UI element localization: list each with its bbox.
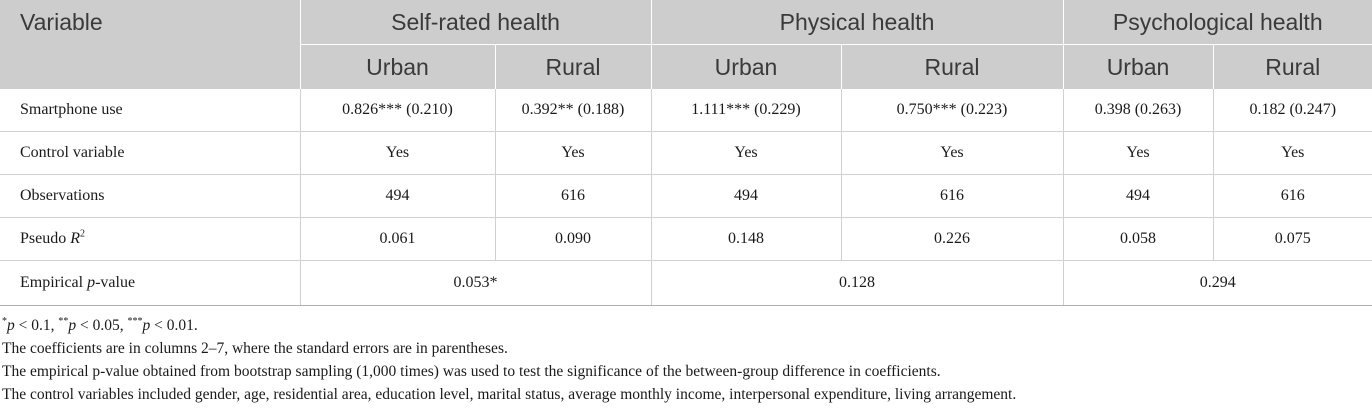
- row-label: Pseudo R2: [0, 217, 301, 261]
- table-cell: 494: [1063, 174, 1214, 218]
- table-row-pseudo-r2: Pseudo R2 0.061 0.090 0.148 0.226 0.058 …: [0, 217, 1372, 261]
- header-psychological-health: Psychological health: [1063, 0, 1372, 45]
- table-cell: 0.392** (0.188): [495, 89, 652, 132]
- table-cell: 0.058: [1063, 217, 1214, 261]
- table-cell: 0.090: [495, 217, 652, 261]
- table-cell: 0.061: [300, 217, 496, 261]
- header-sub-urban: Urban: [651, 44, 842, 89]
- table-cell: 0.398 (0.263): [1063, 89, 1214, 132]
- row-label: Observations: [0, 174, 301, 218]
- bootstrap-note: The empirical p-value obtained from boot…: [2, 363, 941, 380]
- row-label: Control variable: [0, 131, 301, 175]
- table-cell: 0.182 (0.247): [1213, 89, 1372, 132]
- table-cell: Yes: [495, 131, 652, 175]
- table-cell: 1.111*** (0.229): [651, 89, 842, 132]
- significance-note: *p < 0.1, **p < 0.05, ***p < 0.01.: [2, 315, 198, 334]
- table-cell: 0.053*: [300, 260, 652, 306]
- table-cell: 0.128: [651, 260, 1064, 306]
- table-cell: Yes: [841, 131, 1064, 175]
- table-row-empirical-p-value: Empirical p-value 0.053* 0.128 0.294: [0, 260, 1372, 306]
- header-sub-urban: Urban: [1063, 44, 1214, 89]
- table-row-control-variable: Control variable Yes Yes Yes Yes Yes Yes: [0, 131, 1372, 175]
- row-label: Smartphone use: [0, 89, 301, 132]
- header-variable: Variable: [0, 0, 301, 89]
- table-cell: 616: [841, 174, 1064, 218]
- table-cell: 616: [1213, 174, 1372, 218]
- header-self-rated-health: Self-rated health: [300, 0, 652, 45]
- control-variables-note: The control variables included gender, a…: [2, 386, 1017, 403]
- table-cell: Yes: [300, 131, 496, 175]
- header-sub-rural: Rural: [495, 44, 652, 89]
- table-cell: 0.750*** (0.223): [841, 89, 1064, 132]
- results-table: Variable Self-rated health Physical heal…: [0, 0, 1372, 306]
- table-cell: Yes: [1213, 131, 1372, 175]
- table-cell: 494: [300, 174, 496, 218]
- header-sub-urban: Urban: [300, 44, 496, 89]
- table-cell: 616: [495, 174, 652, 218]
- table-cell: 494: [651, 174, 842, 218]
- table-cell: 0.075: [1213, 217, 1372, 261]
- table-cell: 0.294: [1063, 260, 1372, 306]
- header-sub-rural: Rural: [841, 44, 1064, 89]
- header-sub-rural: Rural: [1213, 44, 1372, 89]
- table-row-observations: Observations 494 616 494 616 494 616: [0, 174, 1372, 218]
- table-cell: 0.826*** (0.210): [300, 89, 496, 132]
- row-label: Empirical p-value: [0, 260, 301, 306]
- header-row-sub: Urban Rural Urban Rural Urban Rural: [0, 44, 1372, 89]
- table-cell: 0.148: [651, 217, 842, 261]
- header-physical-health: Physical health: [651, 0, 1064, 45]
- table-row-smartphone-use: Smartphone use 0.826*** (0.210) 0.392** …: [0, 89, 1372, 132]
- table-cell: 0.226: [841, 217, 1064, 261]
- header-row-groups: Variable Self-rated health Physical heal…: [0, 0, 1372, 89]
- coefficients-note: The coefficients are in columns 2–7, whe…: [2, 340, 508, 357]
- table-cell: Yes: [1063, 131, 1214, 175]
- table-cell: Yes: [651, 131, 842, 175]
- table-notes: *p < 0.1, **p < 0.05, ***p < 0.01. The c…: [2, 314, 1016, 406]
